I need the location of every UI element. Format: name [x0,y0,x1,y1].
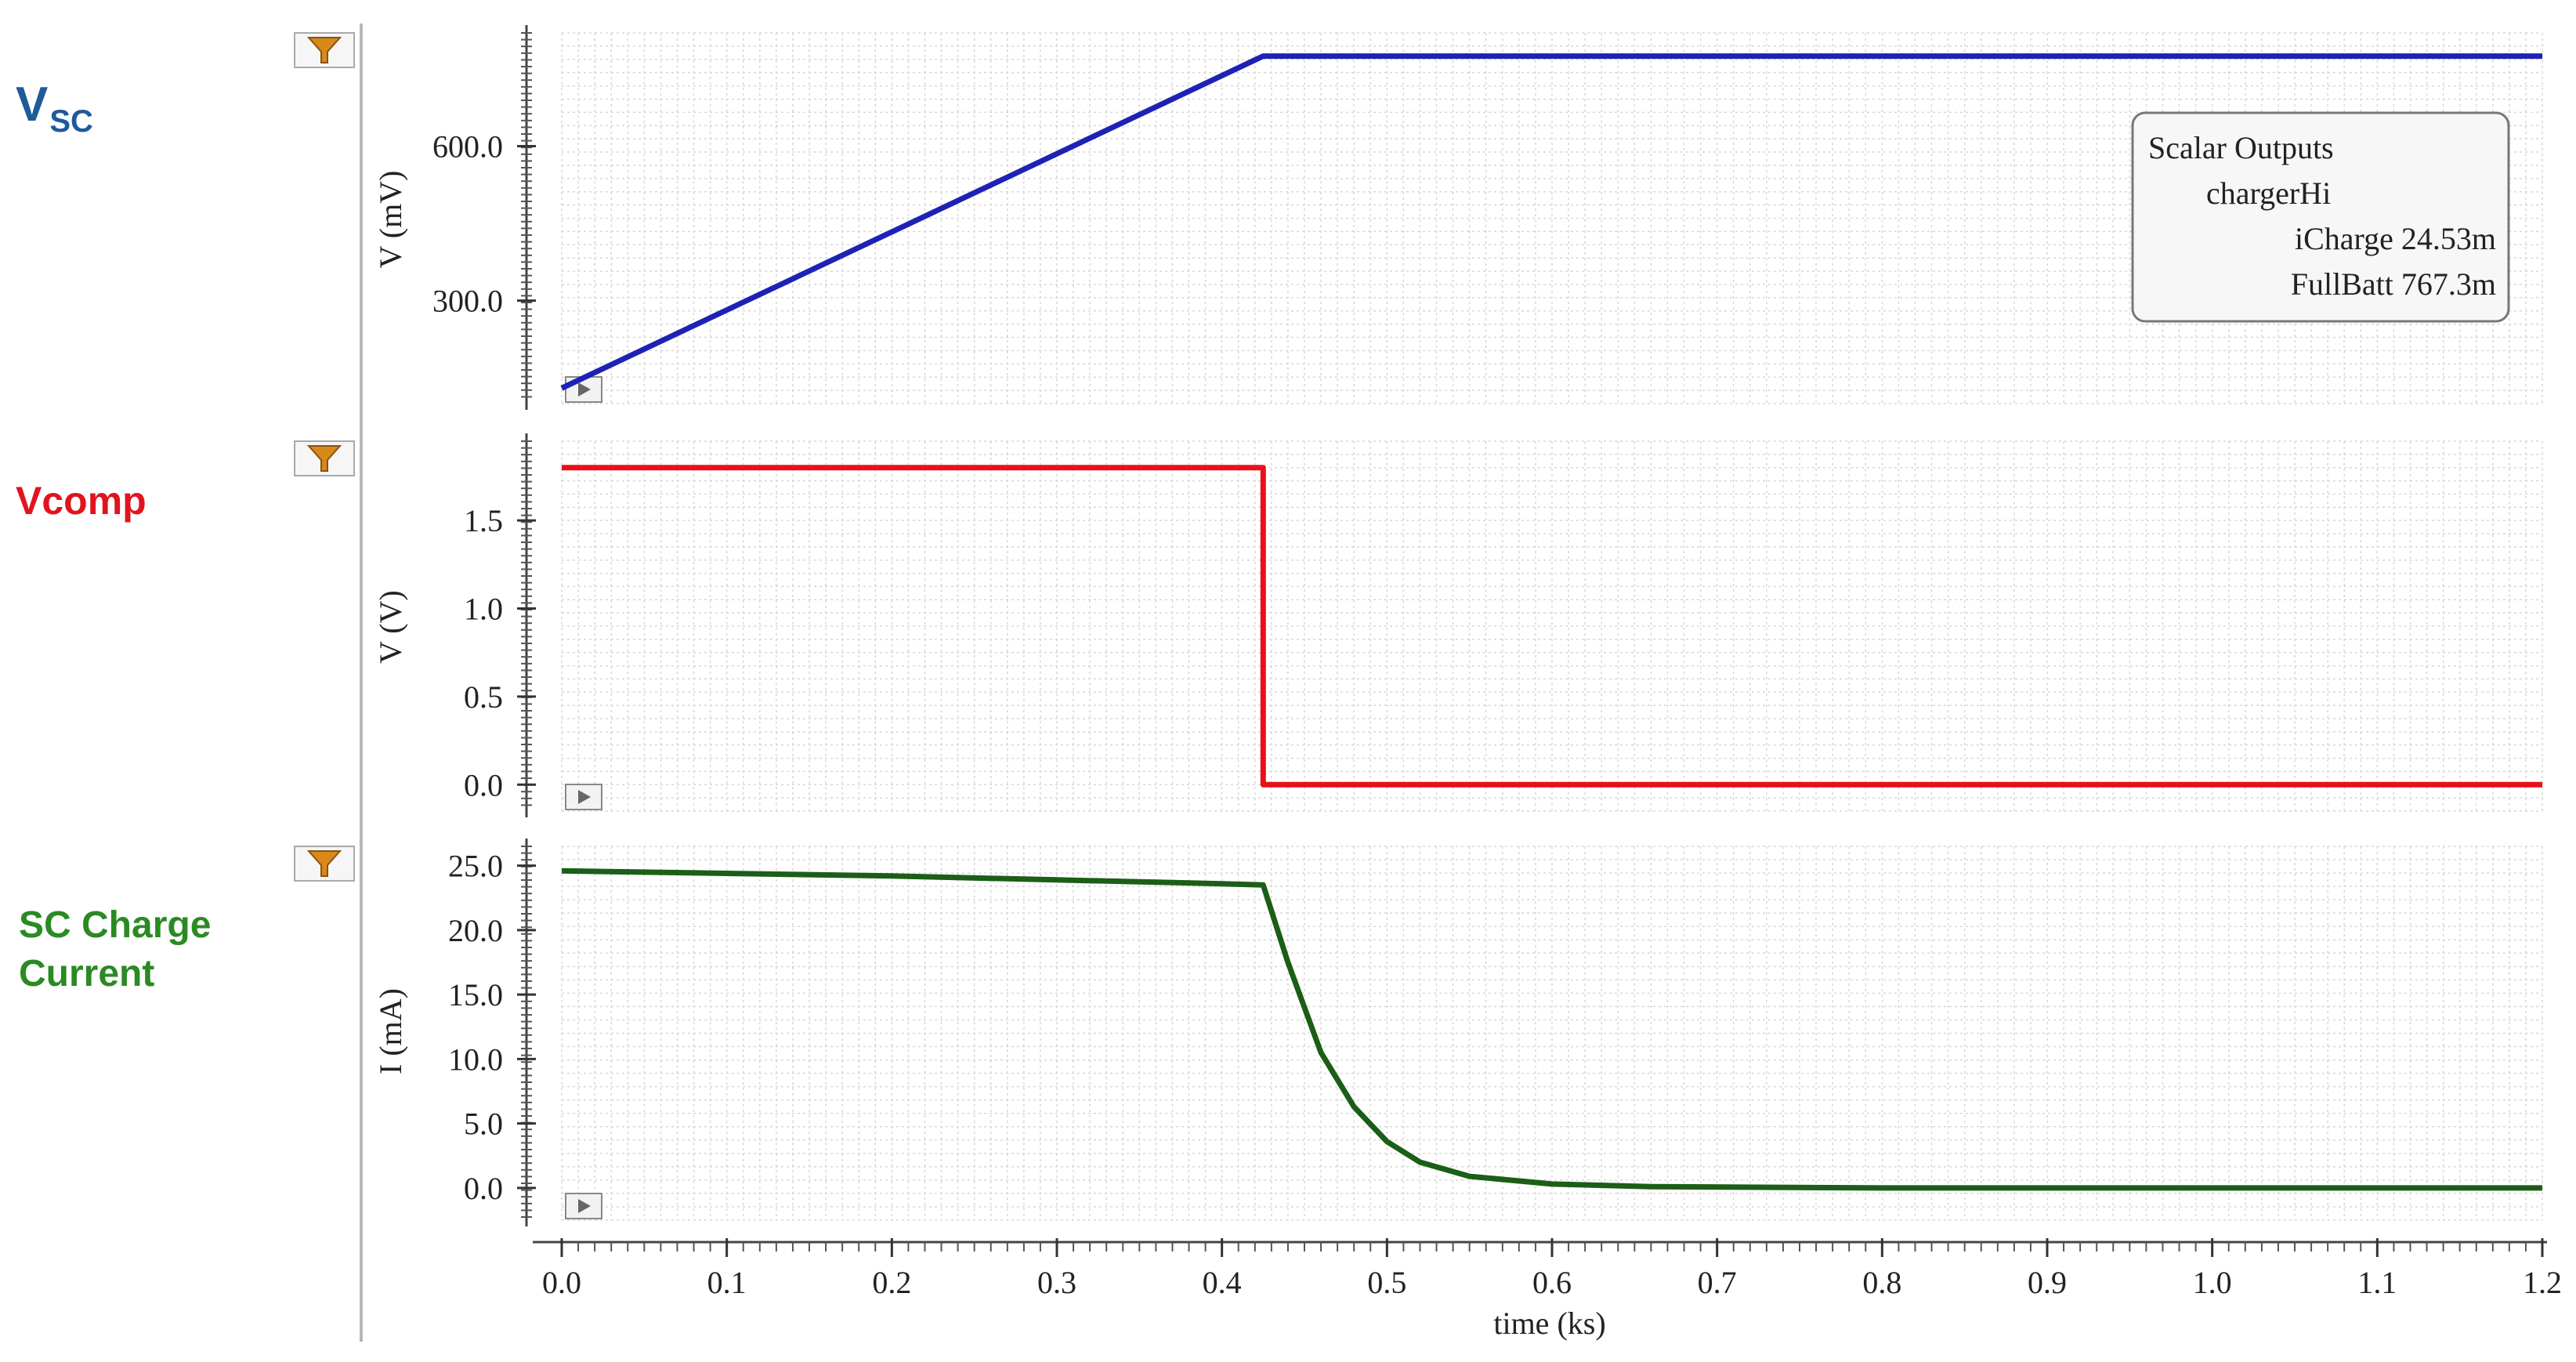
legend-item: iCharge 24.53m [2295,221,2496,256]
filter-icon [306,445,342,472]
y-axis-label: I (mA) [373,988,408,1074]
x-tick-label: 0.8 [1862,1265,1901,1300]
y-axis-label: V (V) [373,590,408,664]
vcomp-signal-label: Vcomp [16,479,147,523]
y-tick-label: 15.0 [448,977,503,1012]
x-tick-label: 1.0 [2193,1265,2232,1300]
plot-panel-vcomp [294,433,2543,817]
x-axis-label: time (ks) [1493,1306,1605,1341]
plot-panel-current [294,839,2543,1226]
y-tick-label: 0.5 [464,679,503,715]
x-tick-label: 0.2 [872,1265,911,1300]
x-tick-label: 0.9 [2028,1265,2067,1300]
plot-panel-vsc [294,25,2543,410]
y-tick-label: 5.0 [464,1107,503,1142]
legend-group: chargerHi [2206,176,2331,211]
y-tick-label: 10.0 [448,1041,503,1077]
x-tick-label: 1.2 [2523,1265,2562,1300]
legend-title: Scalar Outputs [2148,130,2334,165]
series-line-vsc [560,53,2542,391]
y-tick-label: 300.0 [432,284,503,319]
y-tick-label: 1.0 [464,592,503,627]
series-line-current [561,868,2542,1191]
y-tick-label: 0.0 [464,1171,503,1206]
scalar-outputs-legend [2131,111,2510,323]
x-tick-label: 1.1 [2357,1265,2397,1300]
x-tick-label: 0.5 [1367,1265,1406,1300]
y-axis-label: V (mV) [373,171,408,269]
vsc-signal-label: VSC [16,78,93,139]
legend-frame [2131,111,2510,323]
legend-item: FullBatt 767.3m [2291,266,2496,302]
x-tick-label: 0.6 [1532,1265,1572,1300]
current-signal-label: SC Charge Current [19,904,212,994]
x-tick-label: 0.3 [1037,1265,1076,1300]
series-line-vcomp [562,465,2542,788]
x-tick-label: 0.1 [707,1265,747,1300]
y-tick-label: 0.0 [464,767,503,802]
y-tick-label: 600.0 [432,129,503,165]
play-icon [578,382,591,397]
y-tick-label: 1.5 [464,503,503,538]
filter-icon [306,37,342,63]
x-tick-label: 0.0 [542,1265,581,1300]
x-tick-label: 0.7 [1698,1265,1737,1300]
filter-icon [306,850,342,877]
play-icon [578,1199,591,1213]
play-icon [578,790,591,804]
y-tick-label: 25.0 [448,849,503,884]
x-tick-label: 0.4 [1203,1265,1242,1300]
y-tick-label: 20.0 [448,913,503,948]
